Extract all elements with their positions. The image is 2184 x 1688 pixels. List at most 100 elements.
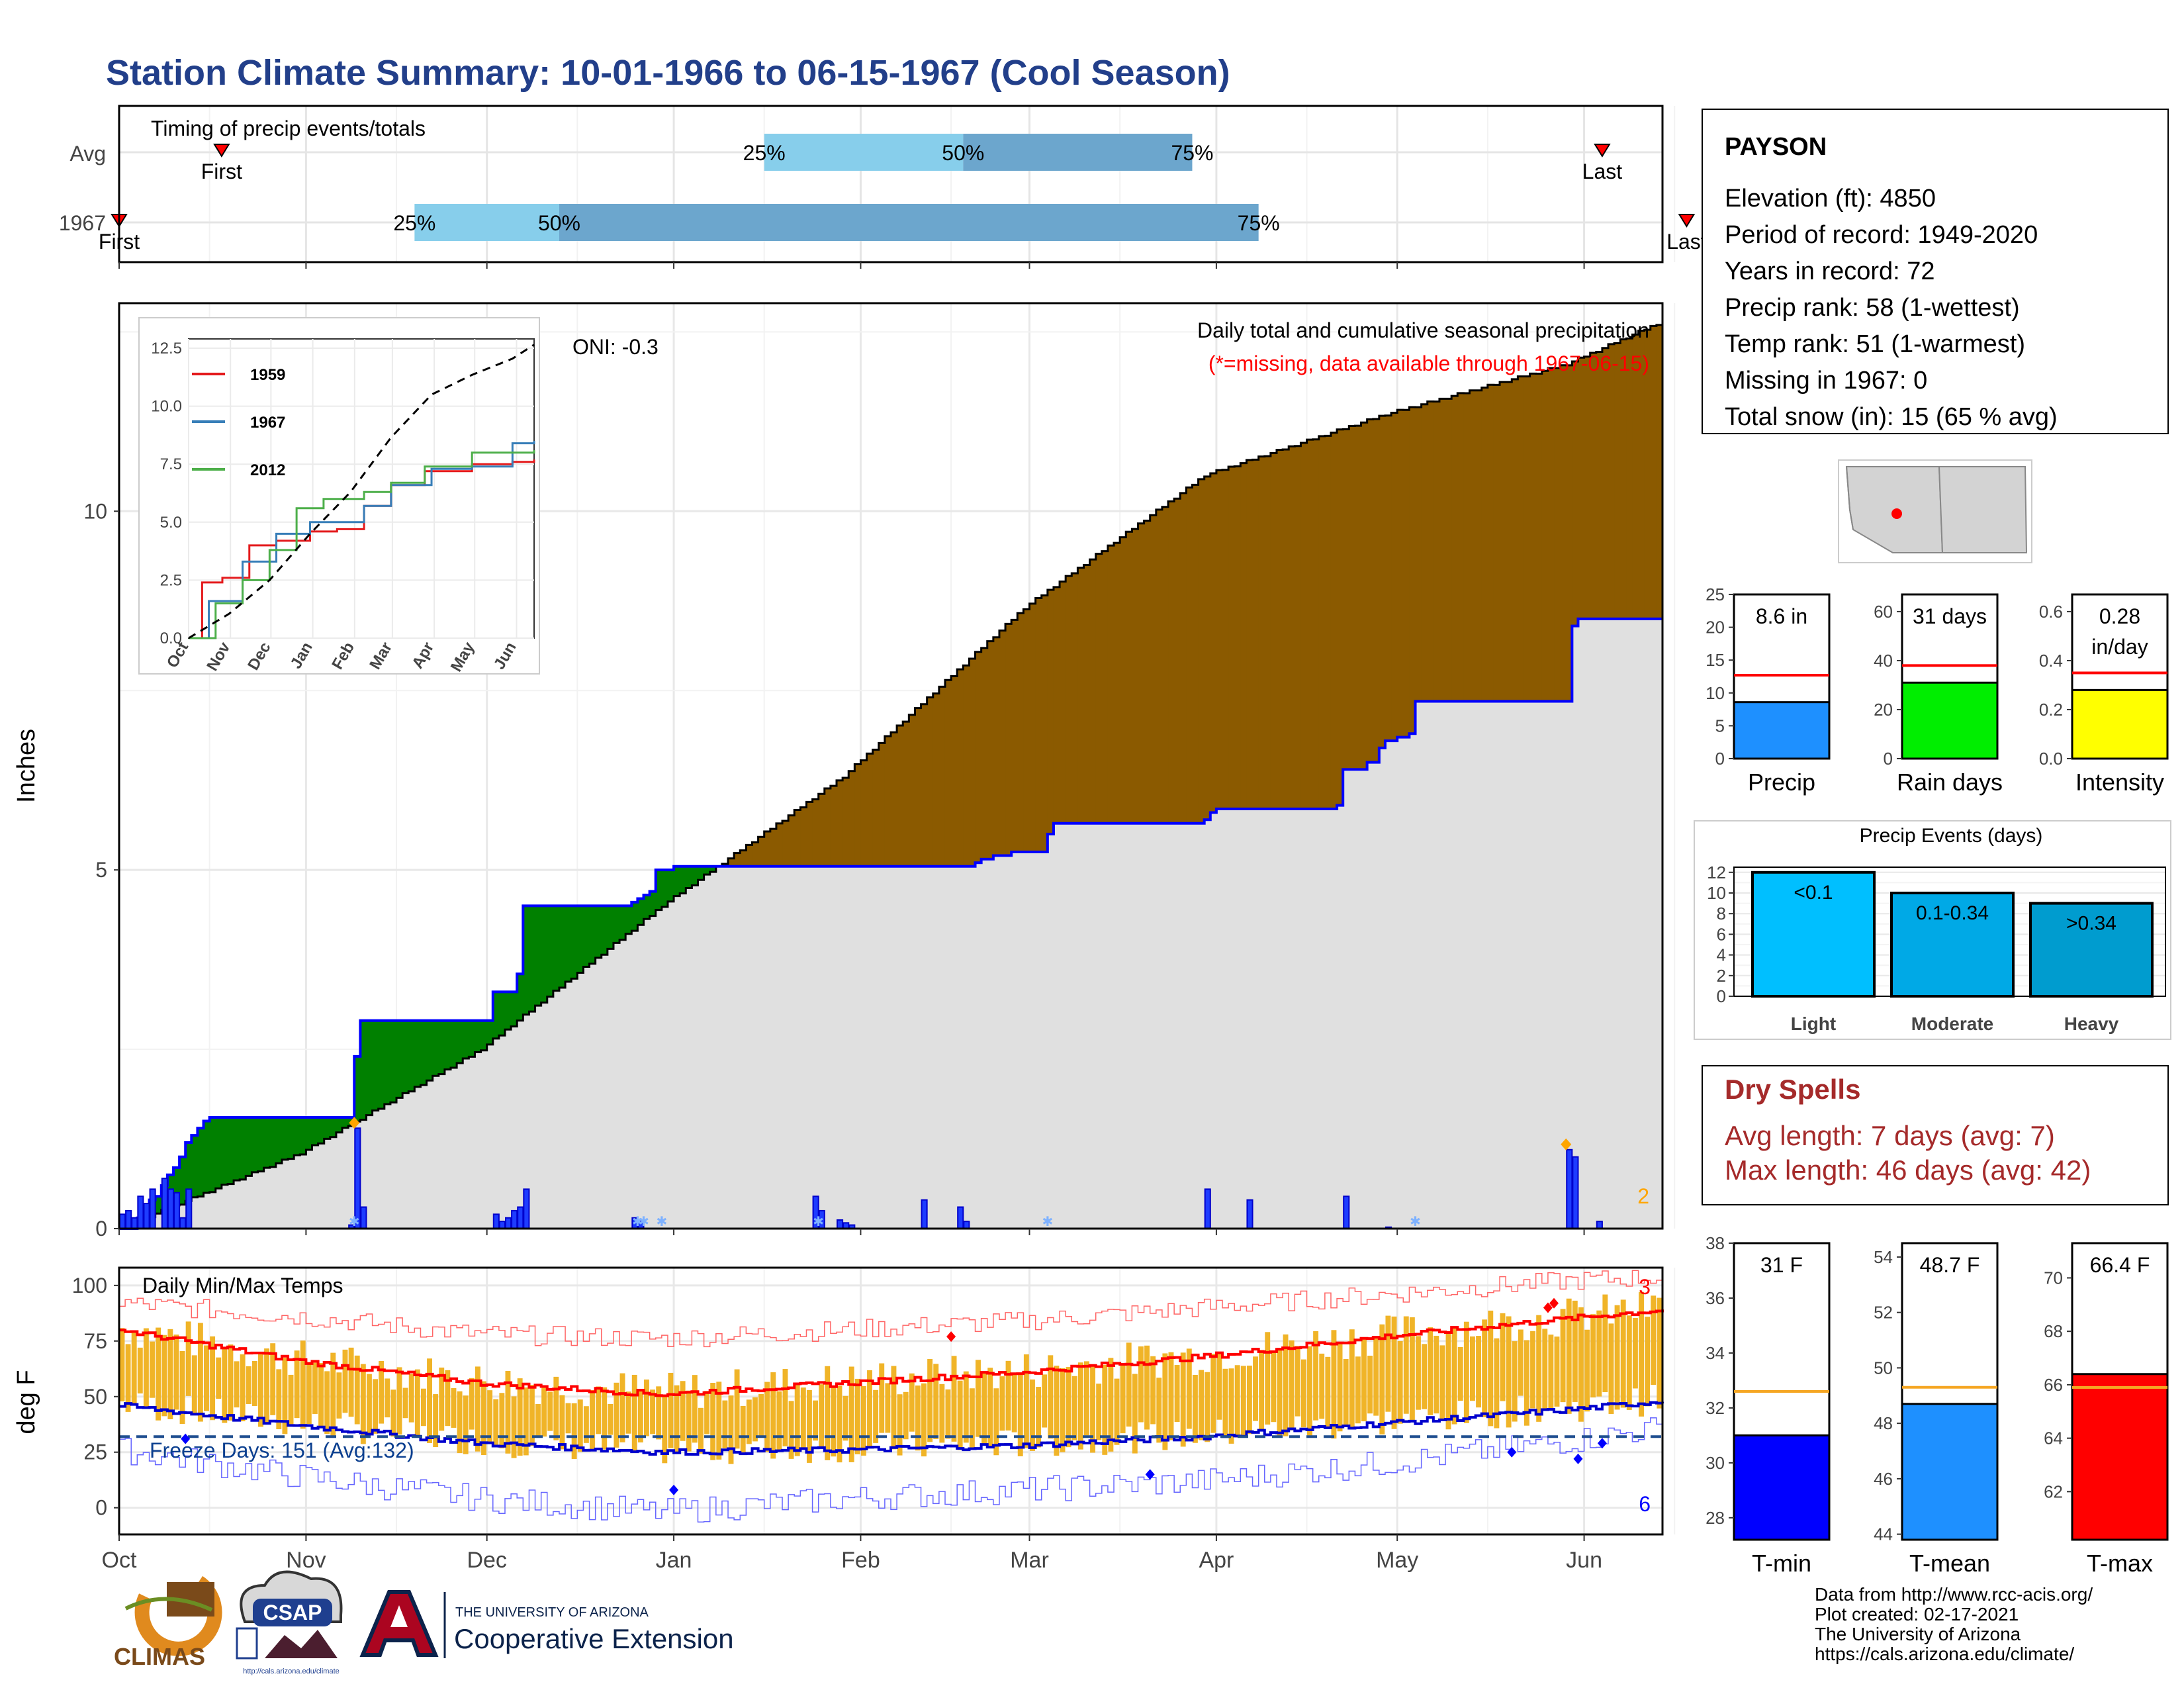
area-avg-above-observed <box>884 736 891 867</box>
area-observed-above-avg <box>240 1117 246 1180</box>
timing-50-label: 50% <box>942 141 984 165</box>
y-tick-label: 52 <box>1874 1303 1893 1323</box>
daily-temp-bar <box>336 1372 342 1419</box>
area-observed-above-avg <box>179 1156 186 1205</box>
area-avg-above-observed <box>1439 399 1446 702</box>
daily-temp-bar <box>505 1370 511 1454</box>
area-observed-above-avg <box>390 1020 397 1103</box>
daily-precip-bar <box>125 1209 132 1230</box>
station-line: Total snow (in): 15 (65 % avg) <box>1725 403 2058 431</box>
y-tick-label: 75 <box>83 1329 107 1353</box>
daily-temp-bar <box>1222 1368 1228 1438</box>
timing-50-label: 50% <box>538 211 580 235</box>
area-avg-above-observed <box>1216 470 1223 810</box>
y-tick-label: 20 <box>1874 700 1893 720</box>
area-avg-above-observed <box>1168 501 1175 823</box>
daily-temp-bar <box>860 1385 866 1456</box>
area-avg-above-observed <box>1222 469 1229 810</box>
daily-temp-bar <box>1011 1372 1017 1432</box>
heavy-precip-marker <box>349 1117 360 1129</box>
daily-temp-bar <box>258 1352 263 1427</box>
timing-25-label: 25% <box>393 211 435 235</box>
timing-first-label: First <box>201 160 242 183</box>
timing-last-marker <box>1678 214 1696 228</box>
timing-75-label: 75% <box>1238 211 1280 235</box>
daily-temp-bar <box>342 1349 348 1413</box>
daily-temp-bar <box>481 1381 486 1456</box>
area-avg-above-observed <box>1524 376 1531 702</box>
area-avg-above-observed <box>1626 338 1633 619</box>
area-avg-above-observed <box>806 802 813 867</box>
daily-temp-bar <box>1651 1295 1657 1385</box>
daily-temp-bar <box>1030 1379 1035 1451</box>
daily-temp-bar <box>1584 1329 1590 1412</box>
daily-temp-bar <box>156 1327 161 1421</box>
dry-spells-box: Dry Spells Avg length: 7 days (avg: 7) M… <box>1702 1065 2169 1205</box>
area-observed-above-avg <box>595 906 602 958</box>
daily-temp-bar <box>1445 1333 1451 1430</box>
mini-chart-bar <box>1901 1403 1999 1541</box>
daily-temp-bar <box>1397 1340 1403 1424</box>
daily-temp-bar <box>963 1371 969 1443</box>
area-observed-above-avg <box>613 906 620 943</box>
area-avg-above-observed <box>734 853 741 867</box>
area-observed-above-avg <box>366 1020 373 1115</box>
daily-temp-bar <box>1639 1291 1644 1417</box>
climas-logo: CLIMAS <box>114 1575 222 1670</box>
daily-temp-bar <box>1409 1317 1415 1423</box>
y-tick-label: 0.2 <box>2039 700 2063 720</box>
area-avg-above-observed <box>1011 620 1018 853</box>
daily-precip-bar <box>505 1217 512 1229</box>
daily-temp-bar <box>469 1378 475 1430</box>
mini-chart-value-label: 31 F <box>1760 1253 1803 1277</box>
daily-temp-bar <box>276 1369 282 1430</box>
climas-logo-text: CLIMAS <box>114 1643 205 1670</box>
daily-temp-bar <box>614 1382 619 1448</box>
area-observed-above-avg <box>686 866 692 888</box>
area-avg-above-observed <box>1512 379 1518 702</box>
area-observed-above-avg <box>408 1020 415 1092</box>
area-avg-above-observed <box>1409 406 1416 734</box>
events-bar-light <box>1751 870 1876 998</box>
area-observed-above-avg <box>173 1167 180 1205</box>
area-avg-above-observed <box>746 845 753 867</box>
record-low-marker <box>669 1484 679 1495</box>
daily-temp-bar <box>1355 1356 1361 1424</box>
daily-temp-bar <box>300 1340 306 1429</box>
daily-temp-bar <box>987 1368 993 1448</box>
daily-temp-bar <box>173 1335 179 1410</box>
area-observed-above-avg <box>463 1020 469 1059</box>
record-low-marker <box>1573 1453 1583 1464</box>
area-avg-above-observed <box>1144 520 1151 823</box>
daily-temp-bar <box>854 1378 860 1454</box>
inset-y-tick-label: 2.5 <box>160 571 182 589</box>
area-avg-above-observed <box>1300 442 1308 810</box>
daily-temp-bar <box>800 1387 806 1448</box>
daily-temp-bar <box>1331 1330 1337 1439</box>
daily-temp-bar <box>439 1367 445 1431</box>
area-avg-above-observed <box>1578 357 1585 619</box>
area-avg-above-observed <box>963 665 970 867</box>
area-avg-above-observed <box>1330 432 1338 810</box>
area-observed-above-avg <box>402 1020 409 1094</box>
daily-temp-bar <box>1313 1331 1319 1421</box>
daily-precip-bar <box>119 1213 126 1229</box>
area-avg-above-observed <box>788 815 795 867</box>
area-observed-above-avg <box>541 906 548 1003</box>
daily-precip-bar <box>185 1188 193 1230</box>
area-observed-above-avg <box>457 1020 463 1064</box>
footer-line: Plot created: 02-17-2021 <box>1815 1604 2019 1624</box>
y-tick-label: 0 <box>1715 749 1725 769</box>
daily-temp-bar <box>734 1369 740 1449</box>
daily-temp-bar <box>559 1395 565 1450</box>
daily-temp-bar <box>161 1335 167 1417</box>
daily-temp-bar <box>1216 1352 1222 1420</box>
daily-temp-bar <box>650 1389 656 1434</box>
daily-precip-bar <box>1204 1188 1211 1230</box>
area-avg-above-observed <box>1463 393 1471 702</box>
daily-temp-bar <box>354 1355 360 1425</box>
mini-chart-title: T-mean <box>1909 1550 1990 1577</box>
y-tick-label: 5 <box>1715 716 1725 735</box>
area-observed-above-avg <box>583 906 590 967</box>
daily-temp-bar <box>1210 1354 1216 1433</box>
